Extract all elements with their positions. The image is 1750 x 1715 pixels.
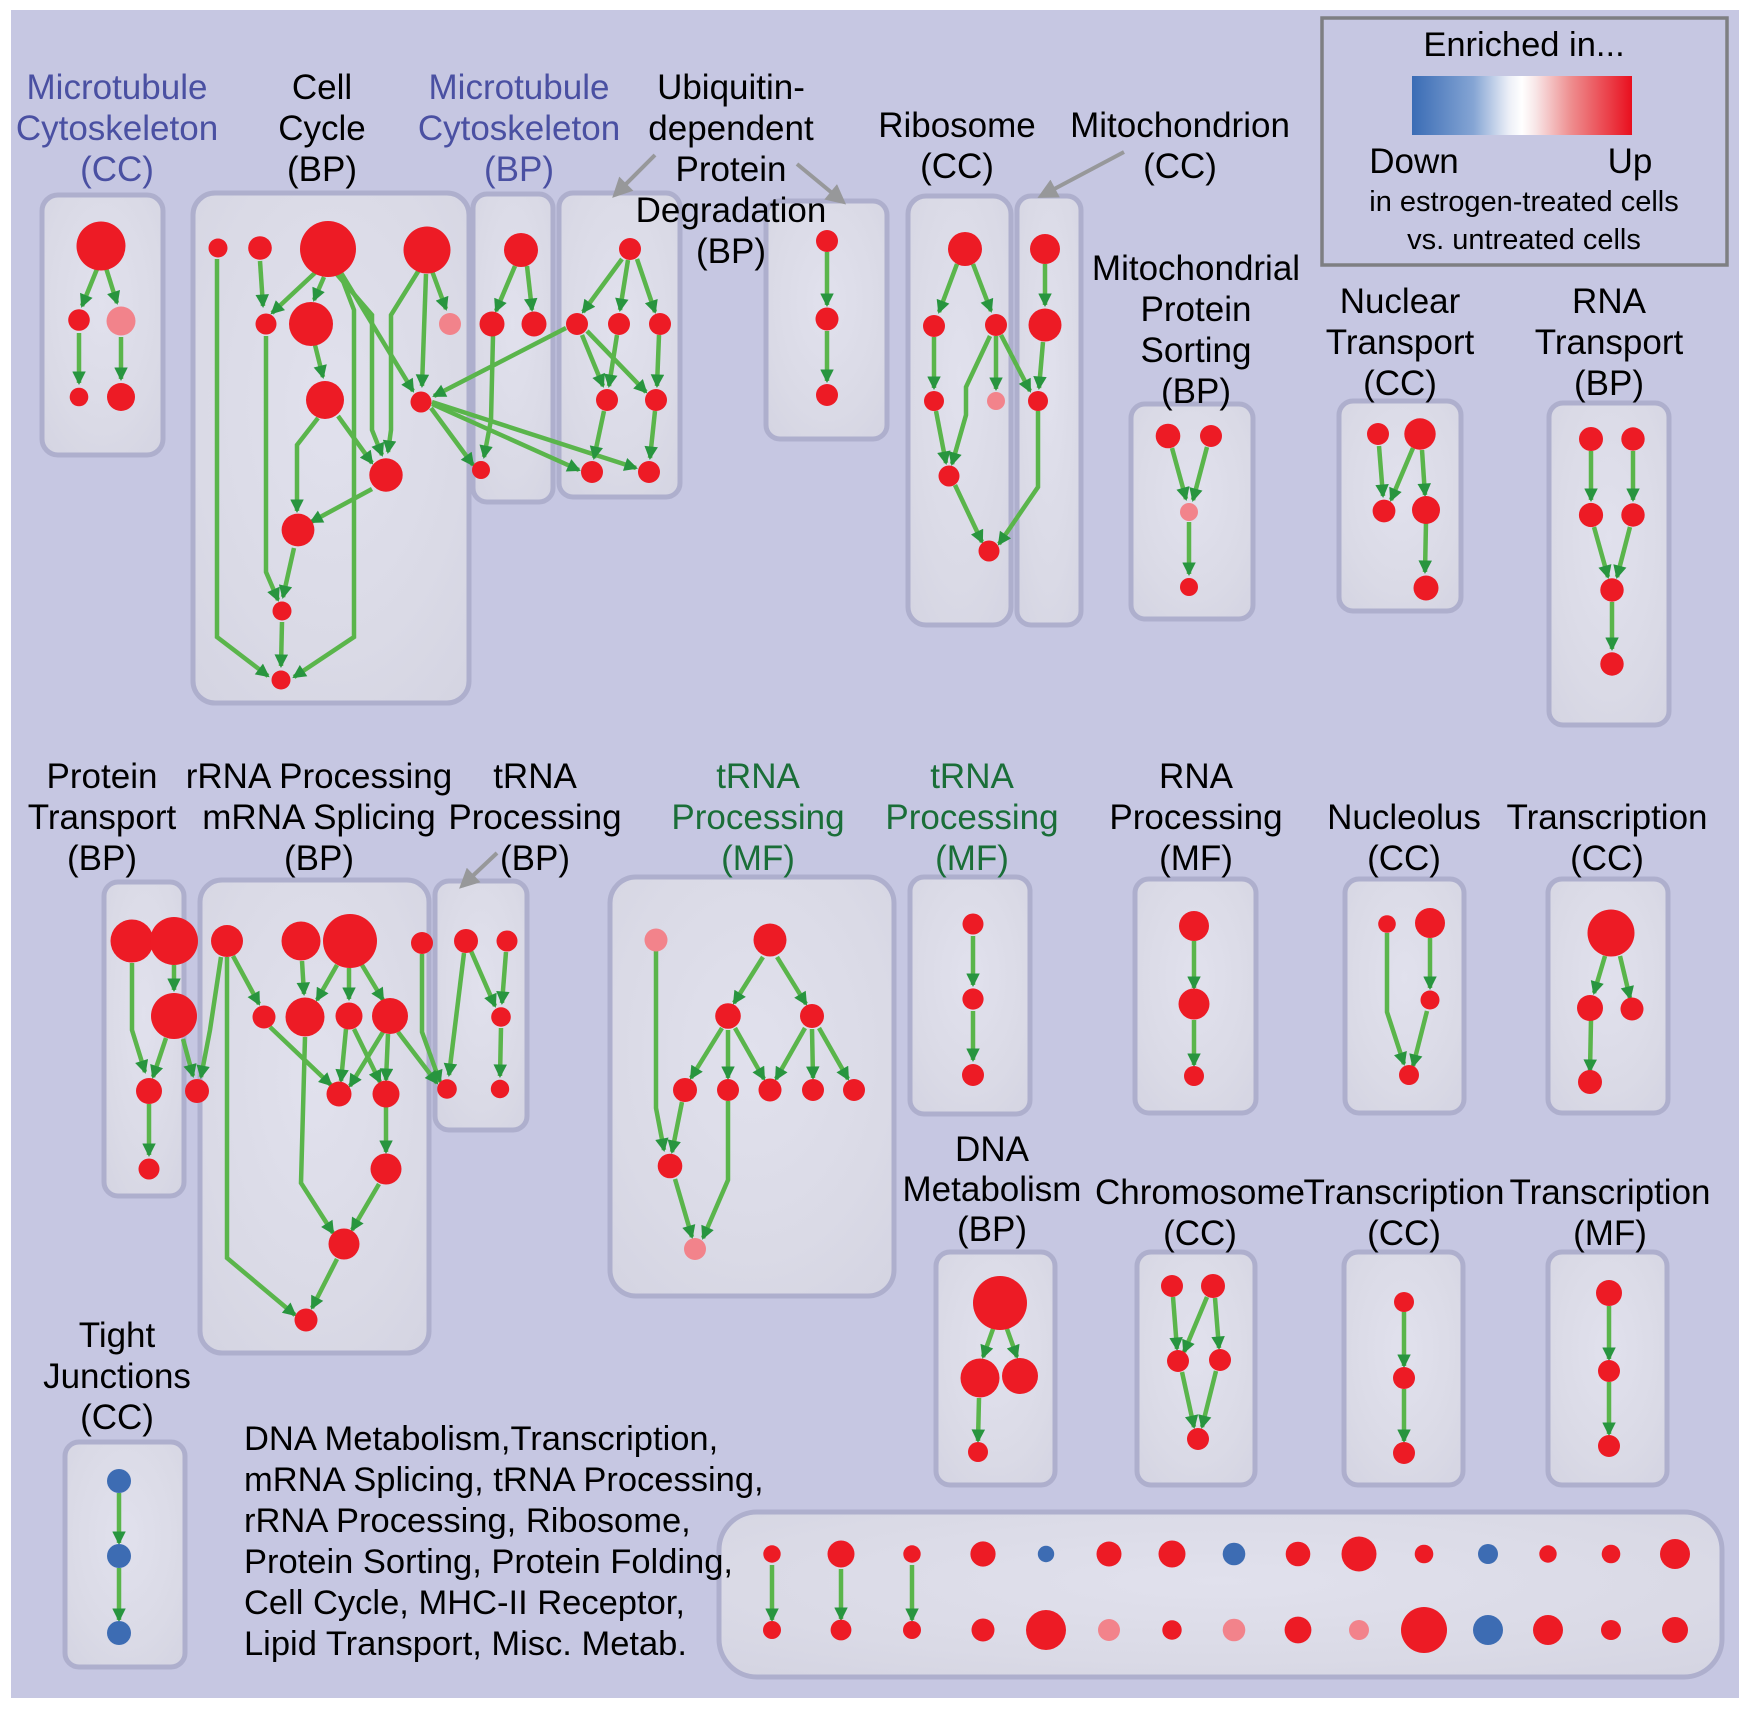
- svg-text:(BP): (BP): [957, 1210, 1027, 1249]
- svg-text:(CC): (CC): [80, 1398, 154, 1437]
- svg-text:Tight: Tight: [79, 1316, 156, 1355]
- svg-text:Mitochondrion: Mitochondrion: [1070, 106, 1290, 145]
- svg-text:Ubiquitin-: Ubiquitin-: [657, 68, 805, 107]
- svg-text:Processing: Processing: [885, 798, 1058, 837]
- svg-text:tRNA: tRNA: [493, 757, 577, 796]
- svg-text:Transport: Transport: [1326, 323, 1475, 362]
- svg-text:Cytoskeleton: Cytoskeleton: [16, 109, 218, 148]
- svg-text:dependent: dependent: [648, 109, 814, 148]
- svg-text:Protein: Protein: [47, 757, 158, 796]
- svg-text:Processing: Processing: [1109, 798, 1282, 837]
- svg-text:Transcription: Transcription: [1507, 798, 1708, 837]
- svg-text:(BP): (BP): [284, 839, 354, 878]
- svg-text:Nuclear: Nuclear: [1340, 282, 1461, 321]
- svg-text:(CC): (CC): [1163, 1214, 1237, 1253]
- svg-text:Microtubule: Microtubule: [429, 68, 610, 107]
- svg-text:(CC): (CC): [1367, 1214, 1441, 1253]
- svg-text:(CC): (CC): [1570, 839, 1644, 878]
- svg-text:Down: Down: [1369, 142, 1458, 181]
- svg-text:(BP): (BP): [500, 839, 570, 878]
- svg-text:(CC): (CC): [80, 150, 154, 189]
- svg-text:tRNA: tRNA: [930, 757, 1014, 796]
- svg-text:(BP): (BP): [67, 839, 137, 878]
- svg-text:(BP): (BP): [696, 232, 766, 271]
- svg-text:Ribosome: Ribosome: [878, 106, 1036, 145]
- svg-text:DNA Metabolism,Transcription,: DNA Metabolism,Transcription,: [244, 1420, 718, 1458]
- svg-text:(BP): (BP): [1161, 372, 1231, 411]
- svg-text:Transport: Transport: [1535, 323, 1684, 362]
- svg-text:Cytoskeleton: Cytoskeleton: [418, 109, 620, 148]
- svg-text:Chromosome: Chromosome: [1095, 1173, 1305, 1212]
- svg-text:Transport: Transport: [28, 798, 177, 837]
- svg-text:mRNA Splicing, tRNA Processing: mRNA Splicing, tRNA Processing,: [244, 1461, 764, 1499]
- svg-text:(CC): (CC): [920, 147, 994, 186]
- svg-text:Protein: Protein: [1141, 290, 1252, 329]
- svg-text:tRNA: tRNA: [716, 757, 800, 796]
- svg-text:(MF): (MF): [1573, 1214, 1647, 1253]
- svg-text:vs. untreated cells: vs. untreated cells: [1407, 224, 1641, 256]
- svg-text:Cell Cycle, MHC-II Receptor,: Cell Cycle, MHC-II Receptor,: [244, 1584, 685, 1622]
- svg-text:(MF): (MF): [1159, 839, 1233, 878]
- svg-text:Cell: Cell: [292, 68, 352, 107]
- svg-text:Metabolism: Metabolism: [903, 1170, 1082, 1209]
- svg-text:(MF): (MF): [721, 839, 795, 878]
- svg-text:Up: Up: [1608, 142, 1653, 181]
- svg-text:Cycle: Cycle: [278, 109, 366, 148]
- svg-text:Mitochondrial: Mitochondrial: [1092, 249, 1300, 288]
- svg-text:(BP): (BP): [287, 150, 357, 189]
- svg-text:Protein: Protein: [676, 150, 787, 189]
- svg-text:rRNA Processing: rRNA Processing: [186, 757, 452, 796]
- svg-text:in estrogen-treated cells: in estrogen-treated cells: [1369, 186, 1679, 218]
- svg-text:mRNA Splicing: mRNA Splicing: [202, 798, 435, 837]
- svg-text:Lipid Transport, Misc. Metab.: Lipid Transport, Misc. Metab.: [244, 1625, 687, 1663]
- svg-text:Microtubule: Microtubule: [27, 68, 208, 107]
- svg-text:Junctions: Junctions: [43, 1357, 191, 1396]
- svg-text:Degradation: Degradation: [636, 191, 827, 230]
- svg-text:RNA: RNA: [1572, 282, 1647, 321]
- svg-text:RNA: RNA: [1159, 757, 1234, 796]
- svg-text:Enriched in...: Enriched in...: [1423, 26, 1624, 64]
- svg-text:Sorting: Sorting: [1141, 331, 1252, 370]
- svg-text:(CC): (CC): [1143, 147, 1217, 186]
- svg-text:DNA: DNA: [955, 1130, 1030, 1169]
- svg-text:(MF): (MF): [935, 839, 1009, 878]
- svg-text:Transcription: Transcription: [1304, 1173, 1505, 1212]
- svg-text:Nucleolus: Nucleolus: [1327, 798, 1481, 837]
- svg-text:(BP): (BP): [484, 150, 554, 189]
- svg-text:(CC): (CC): [1363, 364, 1437, 403]
- svg-text:Protein Sorting, Protein Foldi: Protein Sorting, Protein Folding,: [244, 1543, 733, 1581]
- svg-text:rRNA Processing, Ribosome,: rRNA Processing, Ribosome,: [244, 1502, 691, 1540]
- svg-text:Processing: Processing: [448, 798, 621, 837]
- svg-text:(BP): (BP): [1574, 364, 1644, 403]
- svg-text:Processing: Processing: [671, 798, 844, 837]
- svg-text:(CC): (CC): [1367, 839, 1441, 878]
- svg-text:Transcription: Transcription: [1510, 1173, 1711, 1212]
